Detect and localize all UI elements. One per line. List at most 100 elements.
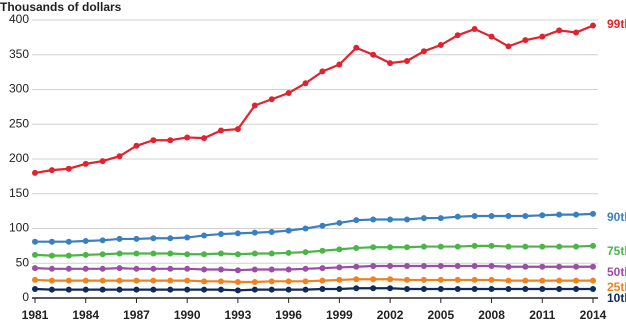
- data-point: [437, 276, 444, 283]
- data-point: [150, 265, 157, 272]
- data-point: [268, 266, 275, 273]
- data-point: [336, 246, 343, 253]
- series-line: [34, 278, 593, 284]
- data-point: [133, 250, 140, 257]
- data-point: [201, 251, 208, 258]
- y-tick-label: 0: [22, 290, 29, 304]
- data-point: [116, 235, 123, 242]
- data-point: [370, 285, 377, 292]
- data-point: [99, 251, 106, 258]
- data-point: [82, 277, 89, 284]
- data-point: [285, 227, 292, 234]
- y-tick-label: 150: [9, 186, 29, 200]
- data-point: [437, 263, 444, 270]
- series-label: 99th: [607, 17, 626, 31]
- data-point: [590, 210, 596, 217]
- data-point: [539, 285, 546, 292]
- data-point: [234, 126, 241, 133]
- data-point: [150, 137, 157, 144]
- data-point: [65, 165, 72, 172]
- data-point: [184, 234, 191, 241]
- data-point: [82, 251, 89, 258]
- data-point: [353, 263, 360, 270]
- y-tick-label: 100: [9, 221, 29, 235]
- data-point: [167, 286, 174, 293]
- data-point: [573, 285, 580, 292]
- series-line: [34, 244, 594, 257]
- data-point: [32, 285, 38, 292]
- data-point: [167, 277, 174, 284]
- data-point: [505, 285, 512, 292]
- data-point: [150, 235, 157, 242]
- data-point: [353, 276, 360, 283]
- x-tick-label: 1999: [326, 308, 353, 322]
- data-point: [150, 286, 157, 293]
- data-point: [420, 285, 427, 292]
- data-point: [234, 230, 241, 237]
- data-point: [454, 285, 461, 292]
- data-point: [522, 243, 529, 250]
- data-point: [420, 276, 427, 283]
- data-point: [556, 243, 563, 250]
- data-point: [48, 238, 55, 245]
- data-point: [201, 266, 208, 273]
- data-point: [404, 58, 410, 65]
- data-point: [218, 286, 224, 293]
- data-point: [32, 169, 38, 176]
- data-point: [116, 250, 123, 257]
- data-point: [184, 251, 191, 258]
- data-point: [539, 33, 546, 40]
- data-point: [201, 278, 208, 285]
- data-point: [302, 249, 309, 256]
- data-point: [420, 48, 427, 55]
- x-tick-label: 1990: [174, 308, 201, 322]
- data-point: [522, 263, 529, 270]
- series-line: [34, 264, 593, 272]
- data-point: [116, 277, 123, 284]
- data-point: [556, 285, 563, 292]
- data-point: [505, 243, 512, 250]
- data-point: [471, 242, 478, 249]
- data-point: [302, 278, 309, 285]
- y-tick-label: 350: [9, 47, 29, 61]
- data-point: [184, 134, 191, 141]
- data-point: [387, 60, 394, 67]
- data-point: [285, 266, 292, 273]
- data-point: [32, 265, 38, 272]
- data-point: [573, 29, 580, 36]
- data-point: [82, 286, 89, 293]
- data-point: [150, 277, 157, 284]
- data-point: [353, 44, 360, 51]
- series-label: 50th: [607, 265, 626, 279]
- data-point: [420, 243, 427, 250]
- data-point: [218, 231, 224, 238]
- data-point: [302, 286, 309, 293]
- data-point: [319, 277, 326, 284]
- data-point: [99, 277, 106, 284]
- data-point: [251, 229, 258, 236]
- data-point: [336, 285, 343, 292]
- data-point: [437, 243, 444, 250]
- data-point: [404, 244, 410, 251]
- series-label: 75th: [607, 244, 626, 258]
- data-point: [133, 286, 140, 293]
- data-point: [32, 238, 38, 245]
- series-line: [34, 24, 594, 174]
- y-tick-label: 50: [16, 255, 30, 269]
- data-point: [184, 277, 191, 284]
- data-point: [387, 244, 394, 251]
- data-point: [150, 250, 157, 257]
- data-point: [302, 225, 309, 232]
- data-point: [116, 286, 123, 293]
- data-point: [251, 279, 258, 286]
- data-point: [488, 242, 495, 249]
- data-point: [471, 285, 478, 292]
- data-point: [234, 251, 241, 258]
- data-point: [488, 33, 495, 40]
- data-point: [488, 285, 495, 292]
- data-point: [404, 216, 410, 223]
- data-point: [319, 285, 326, 292]
- data-point: [336, 61, 343, 68]
- data-point: [471, 276, 478, 283]
- data-point: [370, 263, 377, 270]
